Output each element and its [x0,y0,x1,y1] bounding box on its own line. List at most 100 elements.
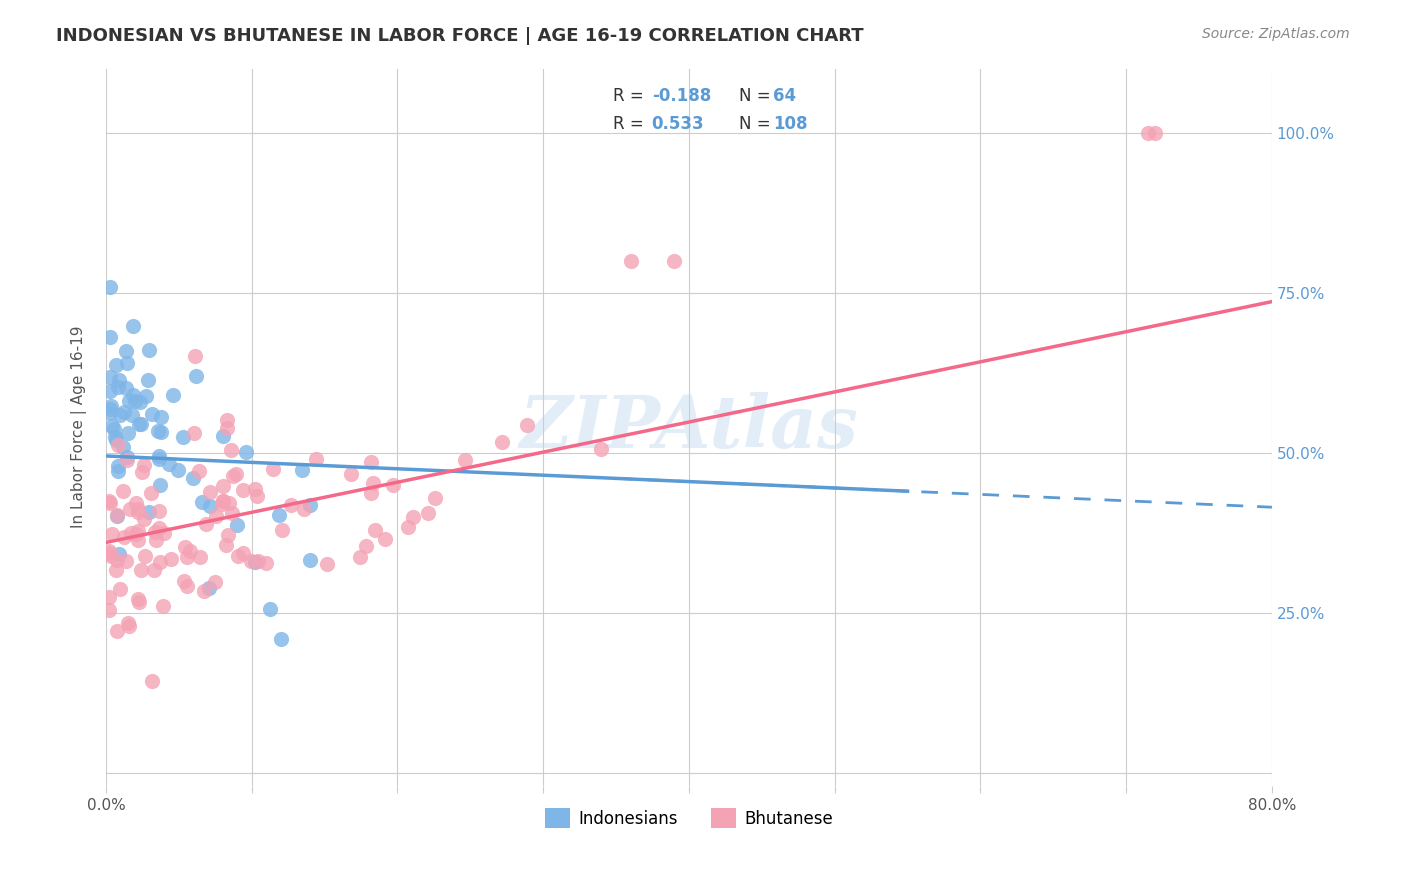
Point [215,421,238,435]
Point [149,555,172,569]
Point [211,497,233,511]
Point [112,530,135,544]
Point [226,518,249,533]
Point [218,496,240,510]
Point [174,541,197,555]
Point [108,547,131,561]
Point [148,504,170,518]
Point [222,469,245,483]
Point [204,574,226,589]
Point [112,483,135,498]
Point [243,555,266,569]
Point [211,494,233,508]
Point [127,592,149,607]
Point [107,458,129,473]
Point [516,417,538,432]
Point [132,512,155,526]
Point [382,478,405,492]
Point [232,546,254,560]
Point [101,419,124,434]
Point [128,394,150,409]
Point [107,380,129,394]
Point [120,502,142,516]
Point [139,485,162,500]
Point [141,407,163,421]
Point [115,344,138,359]
Point [620,253,643,268]
Point [100,400,122,414]
Point [153,525,176,540]
Point [131,417,153,431]
Point [103,422,125,436]
Point [198,500,221,514]
Point [115,554,138,568]
Point [184,349,207,363]
Point [215,413,238,427]
Point [360,485,382,500]
Point [176,578,198,592]
Point [98,280,121,294]
Point [107,553,129,567]
Point [226,549,249,564]
Point [97,545,120,559]
Point [280,498,302,512]
Point [298,553,321,567]
Point [149,425,172,440]
Point [160,551,183,566]
Point [112,441,135,455]
Point [157,457,180,471]
Point [212,479,235,493]
Point [148,449,170,463]
Point [184,369,207,384]
Point [107,438,129,452]
Point [354,539,377,553]
Point [105,509,128,524]
Point [183,425,205,440]
Point [454,453,477,467]
Point [105,563,128,577]
Point [115,381,138,395]
Point [292,502,315,516]
Point [100,496,122,510]
Point [122,388,145,402]
Point [291,463,314,477]
Point [127,502,149,516]
Point [121,409,143,423]
Point [235,445,257,459]
Point [98,401,121,416]
Point [127,533,149,548]
Point [118,394,141,409]
Text: INDONESIAN VS BHUTANESE IN LABOR FORCE | AGE 16-19 CORRELATION CHART: INDONESIAN VS BHUTANESE IN LABOR FORCE |… [56,27,863,45]
Point [100,549,122,563]
Point [131,465,153,479]
Point [187,464,209,478]
Point [128,595,150,609]
Point [143,524,166,539]
Point [339,467,361,481]
Point [104,359,127,373]
Point [195,516,218,531]
Point [150,410,173,425]
Point [138,505,160,519]
Point [125,527,148,541]
Point [1144,126,1167,140]
Point [115,450,138,464]
Point [361,475,384,490]
Point [212,494,235,508]
Point [124,394,146,409]
Point [364,523,387,537]
Point [349,549,371,564]
Point [423,491,446,505]
Point [360,455,382,469]
Text: 108: 108 [773,115,807,133]
Point [128,417,150,431]
Point [416,506,439,520]
Point [212,429,235,443]
Point [664,253,686,268]
Point [271,523,294,537]
Point [124,496,146,510]
Point [299,498,322,512]
Point [270,632,292,647]
Point [104,433,127,447]
Point [98,406,121,420]
